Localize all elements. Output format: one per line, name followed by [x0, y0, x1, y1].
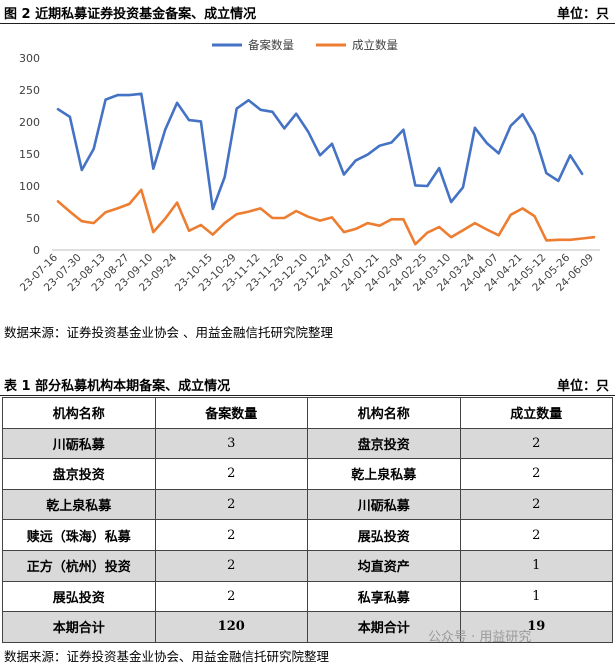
table-unit: 单位：只	[556, 379, 609, 394]
figure-title: 图 2 近期私募证券投资基金备案、成立情况	[4, 7, 257, 22]
total-label: 本期合计	[2, 611, 156, 643]
figure-source: 数据来源：证券投资基金业协会 、用益金融信托研究院整理	[4, 325, 333, 340]
col-header-institution: 机构名称	[2, 397, 156, 429]
established-count: 2	[459, 427, 613, 460]
filing-count: 2	[154, 580, 308, 613]
table-title: 表 1 部分私募机构本期备案、成立情况	[4, 379, 231, 394]
table-header-bar: 表 1 部分私募机构本期备案、成立情况 单位：只	[0, 374, 615, 396]
legend-label: 备案数量	[248, 38, 294, 52]
table-header-row: 机构名称 备案数量 机构名称 成立数量	[2, 397, 613, 429]
col-header-institution: 机构名称	[307, 397, 461, 429]
filing-count: 2	[154, 519, 308, 551]
institution-name: 乾上泉私募	[2, 488, 156, 521]
institution-name: 私享私募	[307, 580, 461, 613]
figure-header: 图 2 近期私募证券投资基金备案、成立情况 单位：只	[0, 0, 615, 24]
col-header-established-count: 成立数量	[459, 397, 613, 429]
table-row: 乾上泉私募 2 川砺私募 2	[2, 488, 613, 521]
figure-unit: 单位：只	[556, 7, 609, 22]
institution-table: 机构名称 备案数量 机构名称 成立数量 川砺私募 3 盘京投资 2 盘京投资 2…	[2, 397, 613, 643]
filing-count: 2	[154, 549, 308, 582]
institution-name: 盘京投资	[2, 458, 156, 490]
table-row: 盘京投资 2 乾上泉私募 2	[2, 458, 613, 490]
y-tick-label: 300	[19, 52, 40, 65]
established-count: 2	[459, 519, 613, 551]
institution-name: 均直资产	[307, 549, 461, 582]
table-row: 赎远（珠海）私募 2 展弘投资 2	[2, 519, 613, 551]
institution-name: 川砺私募	[2, 427, 156, 460]
institution-name: 川砺私募	[307, 488, 461, 521]
total-established-count: 19	[459, 611, 613, 643]
table-row: 正方（杭州）投资 2 均直资产 1	[2, 549, 613, 582]
institution-name: 展弘投资	[2, 580, 156, 613]
filing-count: 2	[154, 488, 308, 521]
series-line-filing	[56, 92, 584, 211]
established-count: 1	[459, 549, 613, 582]
total-label: 本期合计	[307, 611, 461, 643]
table-row: 川砺私募 3 盘京投资 2	[2, 427, 613, 460]
table-row: 展弘投资 2 私享私募 1	[2, 580, 613, 613]
y-tick-label: 150	[19, 148, 40, 161]
watermark: 公众号 · 用益研究	[428, 630, 532, 645]
established-count: 1	[459, 580, 613, 613]
y-tick-label: 0	[33, 244, 40, 257]
institution-name: 乾上泉私募	[307, 458, 461, 490]
y-tick-label: 250	[19, 84, 40, 97]
table-source: 数据来源：证券投资基金业协会、用益金融信托研究院整理	[4, 649, 330, 664]
institution-name: 赎远（珠海）私募	[2, 519, 156, 551]
institution-name: 展弘投资	[307, 519, 461, 551]
table-total-row: 本期合计 120 本期合计 19	[2, 611, 613, 643]
established-count: 2	[459, 458, 613, 490]
institution-name: 盘京投资	[307, 427, 461, 460]
institution-name: 正方（杭州）投资	[2, 549, 156, 582]
line-chart: 05010015020025030023-07-1623-07-3023-08-…	[18, 38, 600, 294]
legend-label: 成立数量	[352, 38, 398, 52]
series-line-established	[56, 188, 596, 246]
total-filing-count: 120	[154, 611, 308, 643]
y-tick-label: 50	[26, 212, 40, 225]
y-tick-label: 100	[19, 180, 40, 193]
y-tick-label: 200	[19, 116, 40, 129]
filing-count: 3	[154, 427, 308, 460]
established-count: 2	[459, 488, 613, 521]
filing-count: 2	[154, 458, 308, 490]
col-header-filing-count: 备案数量	[154, 397, 308, 429]
